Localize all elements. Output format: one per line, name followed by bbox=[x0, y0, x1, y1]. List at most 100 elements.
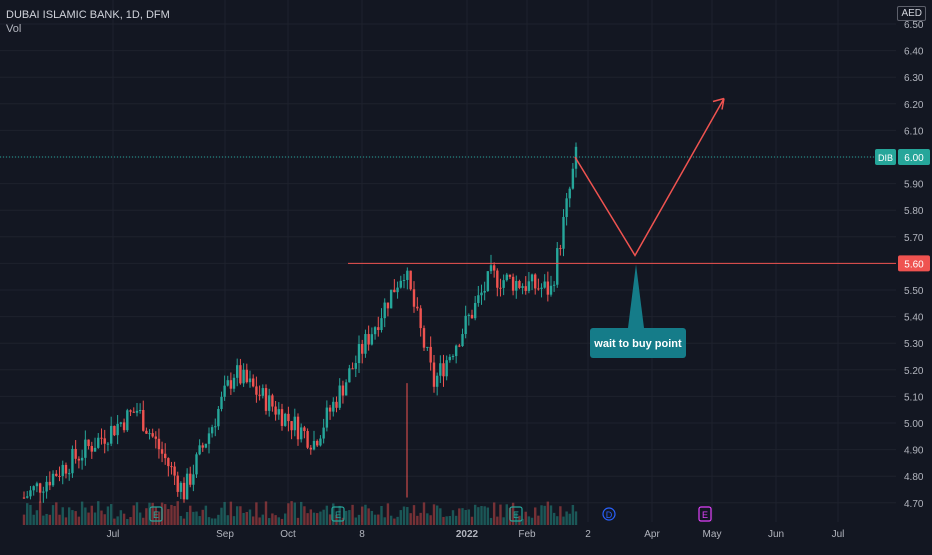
candle[interactable] bbox=[198, 445, 201, 455]
candle[interactable] bbox=[261, 388, 264, 396]
candle[interactable] bbox=[55, 473, 58, 476]
earnings-marker[interactable] bbox=[698, 506, 712, 522]
candle[interactable] bbox=[489, 265, 493, 272]
candle[interactable] bbox=[435, 375, 439, 387]
candle[interactable] bbox=[236, 365, 239, 378]
candle[interactable] bbox=[396, 287, 399, 293]
candle[interactable] bbox=[226, 380, 229, 386]
candle[interactable] bbox=[454, 345, 458, 357]
projection-path[interactable] bbox=[574, 98, 725, 257]
candle[interactable] bbox=[248, 378, 252, 383]
candle[interactable] bbox=[530, 274, 534, 282]
candle[interactable] bbox=[328, 407, 332, 412]
candle[interactable] bbox=[442, 363, 445, 377]
candle[interactable] bbox=[217, 408, 220, 427]
candle[interactable] bbox=[167, 458, 170, 467]
candle[interactable] bbox=[195, 454, 198, 475]
candle[interactable] bbox=[214, 426, 217, 428]
candle[interactable] bbox=[26, 496, 29, 498]
candle[interactable] bbox=[74, 448, 77, 459]
candle[interactable] bbox=[568, 188, 571, 199]
candle[interactable] bbox=[508, 274, 512, 277]
candle[interactable] bbox=[126, 410, 129, 431]
candle[interactable] bbox=[319, 438, 322, 446]
candle[interactable] bbox=[540, 287, 543, 289]
candle[interactable] bbox=[445, 360, 448, 377]
candle[interactable] bbox=[546, 281, 550, 295]
earnings-marker[interactable] bbox=[149, 506, 163, 522]
candle[interactable] bbox=[129, 410, 132, 412]
candle[interactable] bbox=[521, 286, 524, 288]
candle[interactable] bbox=[97, 437, 100, 448]
candle[interactable] bbox=[207, 433, 211, 444]
candle[interactable] bbox=[451, 356, 455, 358]
candle[interactable] bbox=[325, 407, 329, 428]
candle[interactable] bbox=[135, 410, 139, 413]
candle[interactable] bbox=[341, 385, 345, 396]
candle[interactable] bbox=[255, 386, 258, 395]
candle[interactable] bbox=[492, 265, 496, 271]
candle[interactable] bbox=[518, 281, 521, 288]
candle[interactable] bbox=[38, 483, 42, 493]
candle[interactable] bbox=[48, 481, 52, 486]
candle[interactable] bbox=[90, 446, 93, 452]
candle[interactable] bbox=[51, 473, 55, 486]
candle[interactable] bbox=[80, 457, 84, 461]
symbol-title[interactable]: DUBAI ISLAMIC BANK, 1D, DFM bbox=[6, 9, 170, 21]
candle[interactable] bbox=[429, 346, 432, 363]
candle[interactable] bbox=[571, 168, 575, 189]
candle[interactable] bbox=[132, 411, 135, 413]
candle[interactable] bbox=[419, 308, 422, 329]
candle[interactable] bbox=[179, 482, 183, 492]
candle[interactable] bbox=[338, 385, 341, 408]
candle[interactable] bbox=[406, 270, 409, 280]
candle[interactable] bbox=[119, 422, 123, 424]
candle[interactable] bbox=[524, 286, 527, 291]
candle[interactable] bbox=[373, 327, 377, 335]
candle[interactable] bbox=[549, 285, 553, 295]
candle[interactable] bbox=[380, 318, 383, 331]
candle[interactable] bbox=[157, 438, 161, 450]
candle[interactable] bbox=[389, 289, 393, 309]
candle[interactable] bbox=[486, 271, 490, 291]
candle[interactable] bbox=[229, 380, 233, 389]
candle[interactable] bbox=[116, 423, 119, 436]
candle[interactable] bbox=[556, 248, 559, 285]
candle[interactable] bbox=[45, 481, 48, 492]
candle[interactable] bbox=[192, 474, 195, 485]
candle[interactable] bbox=[154, 436, 157, 439]
candle[interactable] bbox=[100, 437, 103, 439]
candle[interactable] bbox=[467, 314, 471, 316]
candle[interactable] bbox=[42, 491, 45, 493]
candle[interactable] bbox=[68, 473, 71, 475]
candle[interactable] bbox=[303, 427, 306, 432]
candle[interactable] bbox=[543, 281, 546, 288]
candle[interactable] bbox=[182, 482, 186, 500]
volume-legend[interactable]: Vol bbox=[6, 23, 22, 35]
candle[interactable] bbox=[473, 302, 477, 319]
candle[interactable] bbox=[399, 280, 402, 288]
candle[interactable] bbox=[377, 327, 380, 331]
candle[interactable] bbox=[409, 270, 412, 290]
candle[interactable] bbox=[559, 248, 562, 250]
candle[interactable] bbox=[426, 346, 429, 348]
earnings-marker[interactable] bbox=[331, 506, 345, 522]
candle[interactable] bbox=[122, 422, 126, 431]
candle[interactable] bbox=[290, 421, 293, 431]
candle[interactable] bbox=[412, 289, 416, 307]
candle[interactable] bbox=[29, 490, 32, 497]
callout-box[interactable] bbox=[590, 328, 686, 358]
candle[interactable] bbox=[142, 410, 145, 431]
candle[interactable] bbox=[201, 445, 204, 448]
candle[interactable] bbox=[138, 410, 142, 412]
candle[interactable] bbox=[87, 439, 90, 447]
candle[interactable] bbox=[280, 409, 284, 426]
candle[interactable] bbox=[335, 401, 338, 408]
candle[interactable] bbox=[189, 473, 192, 485]
candle[interactable] bbox=[106, 443, 110, 445]
candle[interactable] bbox=[344, 382, 348, 396]
candle[interactable] bbox=[470, 314, 474, 319]
candle[interactable] bbox=[58, 475, 61, 477]
